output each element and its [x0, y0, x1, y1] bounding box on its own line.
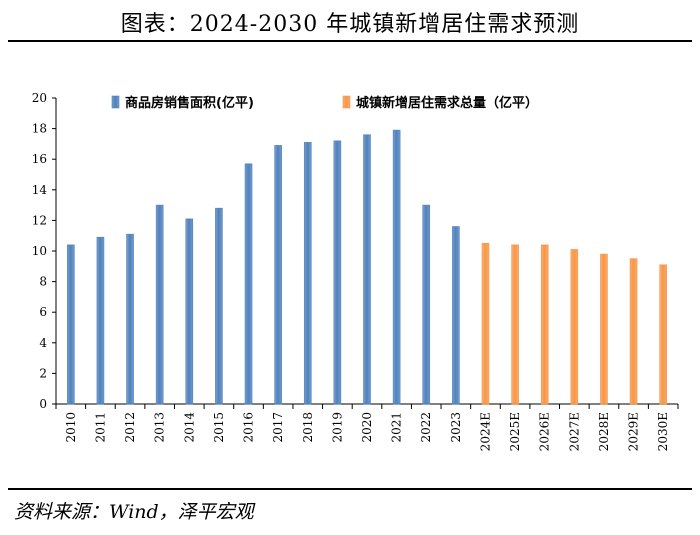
bar-chart: 0 2 4 6 8 10 12 14 16 18 20 2010 2011 2012 2013 2014 201… [32, 91, 679, 451]
y-tick-label: 6 [39, 305, 47, 319]
bar-demand-forecast-2024E [481, 243, 490, 405]
bar-sales-area-2013 [155, 204, 164, 405]
y-tick-label: 18 [32, 122, 47, 136]
bar-demand-forecast-2025E [511, 244, 519, 405]
bar-sales-area-2011 [96, 236, 105, 405]
x-tick-label: 2014 [182, 412, 196, 443]
x-tick-label: 2030E [656, 412, 670, 451]
x-tick-label: 2028E [597, 412, 611, 451]
footer-rule [8, 488, 692, 490]
x-tick-label: 2026E [538, 412, 552, 451]
y-tick-label: 8 [39, 275, 47, 289]
x-tick-label: 2023 [449, 412, 463, 443]
y-tick-label: 20 [32, 91, 47, 105]
y-tick-label: 14 [32, 183, 48, 197]
bar-sales-area-2017 [274, 145, 282, 405]
legend-swatch-demand-forecast [342, 95, 351, 109]
x-tick-label: 2015 [212, 412, 226, 443]
y-tick-label: 16 [32, 152, 47, 166]
bar-sales-area-2012 [126, 233, 134, 405]
x-tick-label: 2025E [508, 412, 522, 451]
x-tick-label: 2011 [93, 412, 107, 443]
x-tick-label: 2029E [627, 412, 641, 451]
legend-label-sales-area: 商品房销售面积(亿平) [125, 95, 254, 111]
y-tick-label: 0 [39, 397, 47, 411]
bar-sales-area-2022 [422, 204, 431, 405]
bar-sales-area-2016 [244, 163, 253, 405]
x-tick-label: 2024E [478, 412, 492, 451]
bar-sales-area-2019 [333, 140, 342, 405]
x-tick-label: 2021 [390, 412, 404, 443]
bar-sales-area-2014 [185, 218, 194, 405]
x-tick-label: 2013 [153, 412, 167, 443]
bar-demand-forecast-2030E [659, 264, 667, 405]
x-tick-label: 2018 [301, 412, 315, 443]
bar-sales-area-2023 [452, 226, 460, 405]
title-rule [8, 40, 692, 42]
bar-demand-forecast-2026E [540, 244, 549, 405]
y-tick-label: 10 [32, 244, 47, 258]
bar-demand-forecast-2027E [570, 249, 579, 405]
x-tick-label: 2027E [567, 412, 581, 451]
bar-demand-forecast-2028E [600, 253, 608, 405]
x-tick-label: 2019 [330, 412, 344, 443]
bar-demand-forecast-2029E [629, 258, 638, 405]
bar-sales-area-2020 [363, 134, 371, 405]
bar-sales-area-2018 [303, 142, 312, 405]
legend-swatch-sales-area [111, 95, 120, 109]
x-tick-label: 2017 [271, 412, 285, 443]
bar-sales-area-2010 [67, 244, 75, 405]
legend-label-demand-forecast: 城镇新增居住需求总量（亿平） [356, 95, 538, 111]
x-tick-label: 2022 [419, 412, 433, 443]
bar-sales-area-2015 [215, 207, 223, 405]
x-tick-label: 2010 [64, 412, 78, 443]
source-note: 资料来源：Wind，泽平宏观 [14, 501, 254, 523]
y-tick-label: 12 [32, 213, 47, 227]
chart-title: 图表：2024-2030 年城镇新增居住需求预测 [120, 12, 580, 37]
bar-sales-area-2021 [392, 129, 401, 405]
x-tick-label: 2016 [242, 412, 256, 443]
y-tick-label: 4 [39, 336, 47, 350]
y-tick-label: 2 [39, 366, 47, 380]
x-tick-label: 2012 [123, 412, 137, 443]
x-tick-label: 2020 [360, 412, 374, 443]
